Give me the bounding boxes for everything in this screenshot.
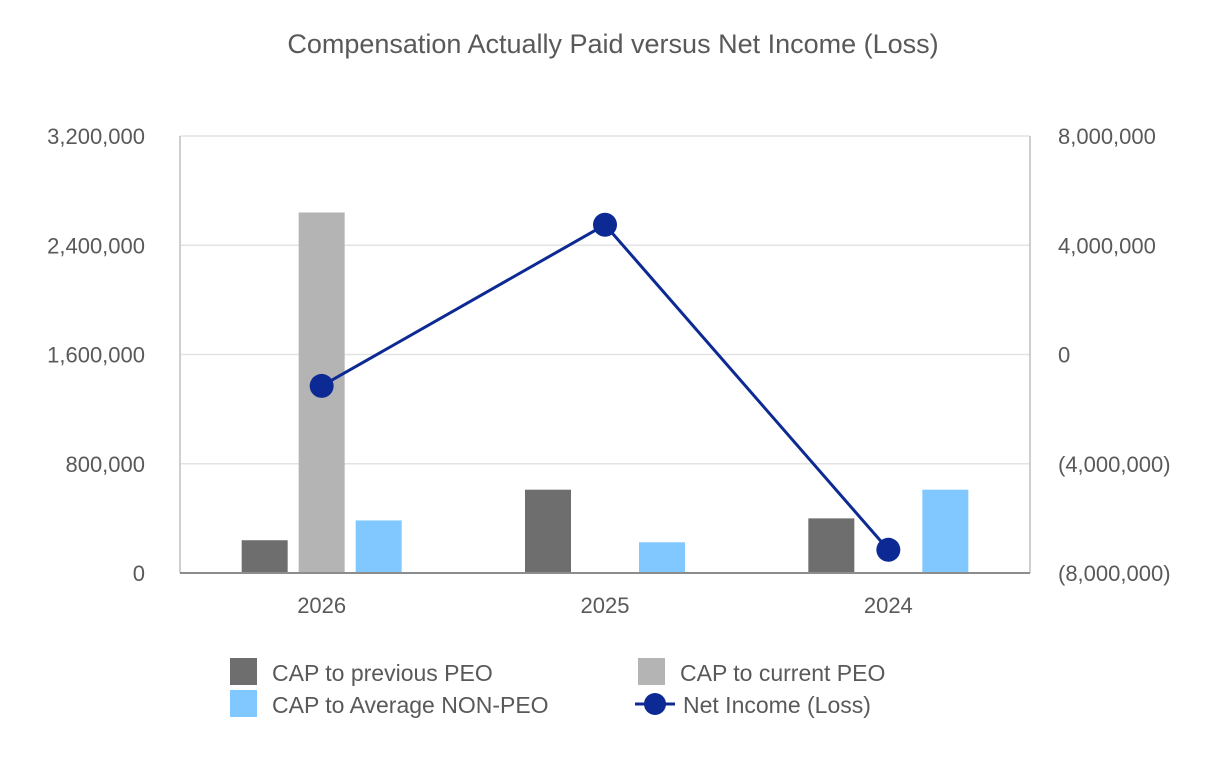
axis-layer: [179, 136, 1031, 574]
series-line-net-income: [320, 222, 890, 551]
y-right-tick-label: 8,000,000: [1058, 124, 1156, 149]
legend-label: CAP to current PEO: [680, 660, 885, 686]
y-left-tick-label: 1,600,000: [47, 343, 145, 368]
x-tick-label: 2024: [864, 593, 913, 618]
legend-label: CAP to Average NON-PEO: [272, 692, 549, 718]
legend-item: CAP to current PEO: [638, 658, 885, 686]
y-right-tick-label: (8,000,000): [1058, 561, 1171, 586]
x-tick-label: 2026: [297, 593, 346, 618]
legend-label: CAP to previous PEO: [272, 660, 493, 686]
bar: [808, 518, 855, 573]
data-point: [876, 537, 901, 562]
legend-item: CAP to previous PEO: [230, 658, 493, 686]
data-point: [309, 373, 334, 398]
line-layer: [309, 212, 901, 562]
legend: CAP to previous PEO CAP to current PEO CAP…: [230, 658, 885, 718]
legend-marker: [644, 693, 666, 715]
y-left-tick-label: 3,200,000: [47, 124, 145, 149]
bar: [639, 542, 685, 573]
legend-item: Net Income (Loss): [635, 692, 871, 718]
y-right-tick-label: (4,000,000): [1058, 452, 1171, 477]
legend-swatch: [638, 658, 665, 685]
y-right-tick-label: 0: [1058, 343, 1070, 368]
bar: [355, 520, 402, 573]
legend-label: Net Income (Loss): [683, 692, 871, 718]
legend-swatch: [230, 690, 257, 717]
bar: [922, 489, 969, 573]
chart-title: Compensation Actually Paid versus Net In…: [287, 29, 938, 59]
y-left-tick-label: 0: [133, 561, 145, 586]
y-left-tick-label: 2,400,000: [47, 233, 145, 258]
y-right-tick-label: 4,000,000: [1058, 233, 1156, 258]
data-point: [593, 212, 617, 237]
label-layer: 0 800,000 1,600,000 2,400,000 3,200,000 (8,00…: [47, 124, 1170, 618]
y-left-tick-label: 800,000: [65, 452, 145, 477]
x-tick-label: 2025: [581, 593, 630, 618]
bar: [241, 540, 288, 573]
legend-item: CAP to Average NON-PEO: [230, 690, 549, 718]
bar-layer: [241, 212, 969, 573]
bar: [525, 489, 571, 573]
legend-swatch: [230, 658, 257, 685]
